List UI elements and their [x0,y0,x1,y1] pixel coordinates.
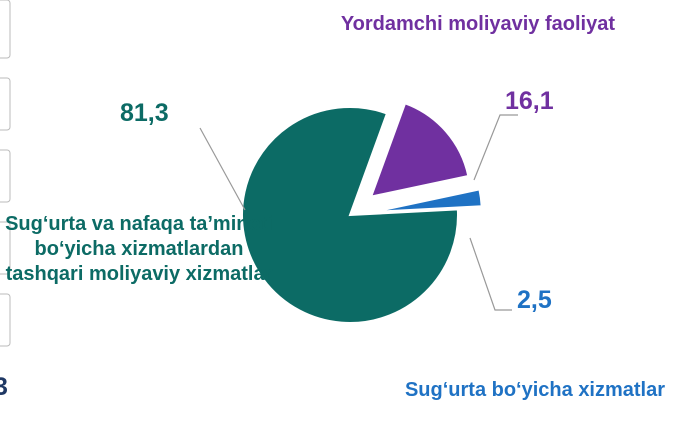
leader-line [473,114,518,181]
value-label: 16,1 [505,87,554,115]
leader-line [469,237,512,311]
slices [241,101,483,324]
annotation: 3 [0,373,8,401]
side-box [0,0,11,59]
value-label: 2,5 [517,286,552,314]
side-box [0,293,11,347]
side-box [0,221,11,275]
category-label: Sug‘urta bo‘yicha xizmatlar [404,379,666,401]
side-box [0,149,11,203]
pie-slice [369,101,470,198]
value-label: 81,3 [120,99,169,127]
pie-slice [373,188,483,213]
category-label: Sug‘urta va nafaqa ta’minoti bo‘yicha xi… [5,213,273,285]
pie-slice [241,106,459,324]
category-label: Yordamchi moliyaviy faoliyat [340,13,615,35]
side-box [0,77,11,131]
leader-line [199,127,246,211]
